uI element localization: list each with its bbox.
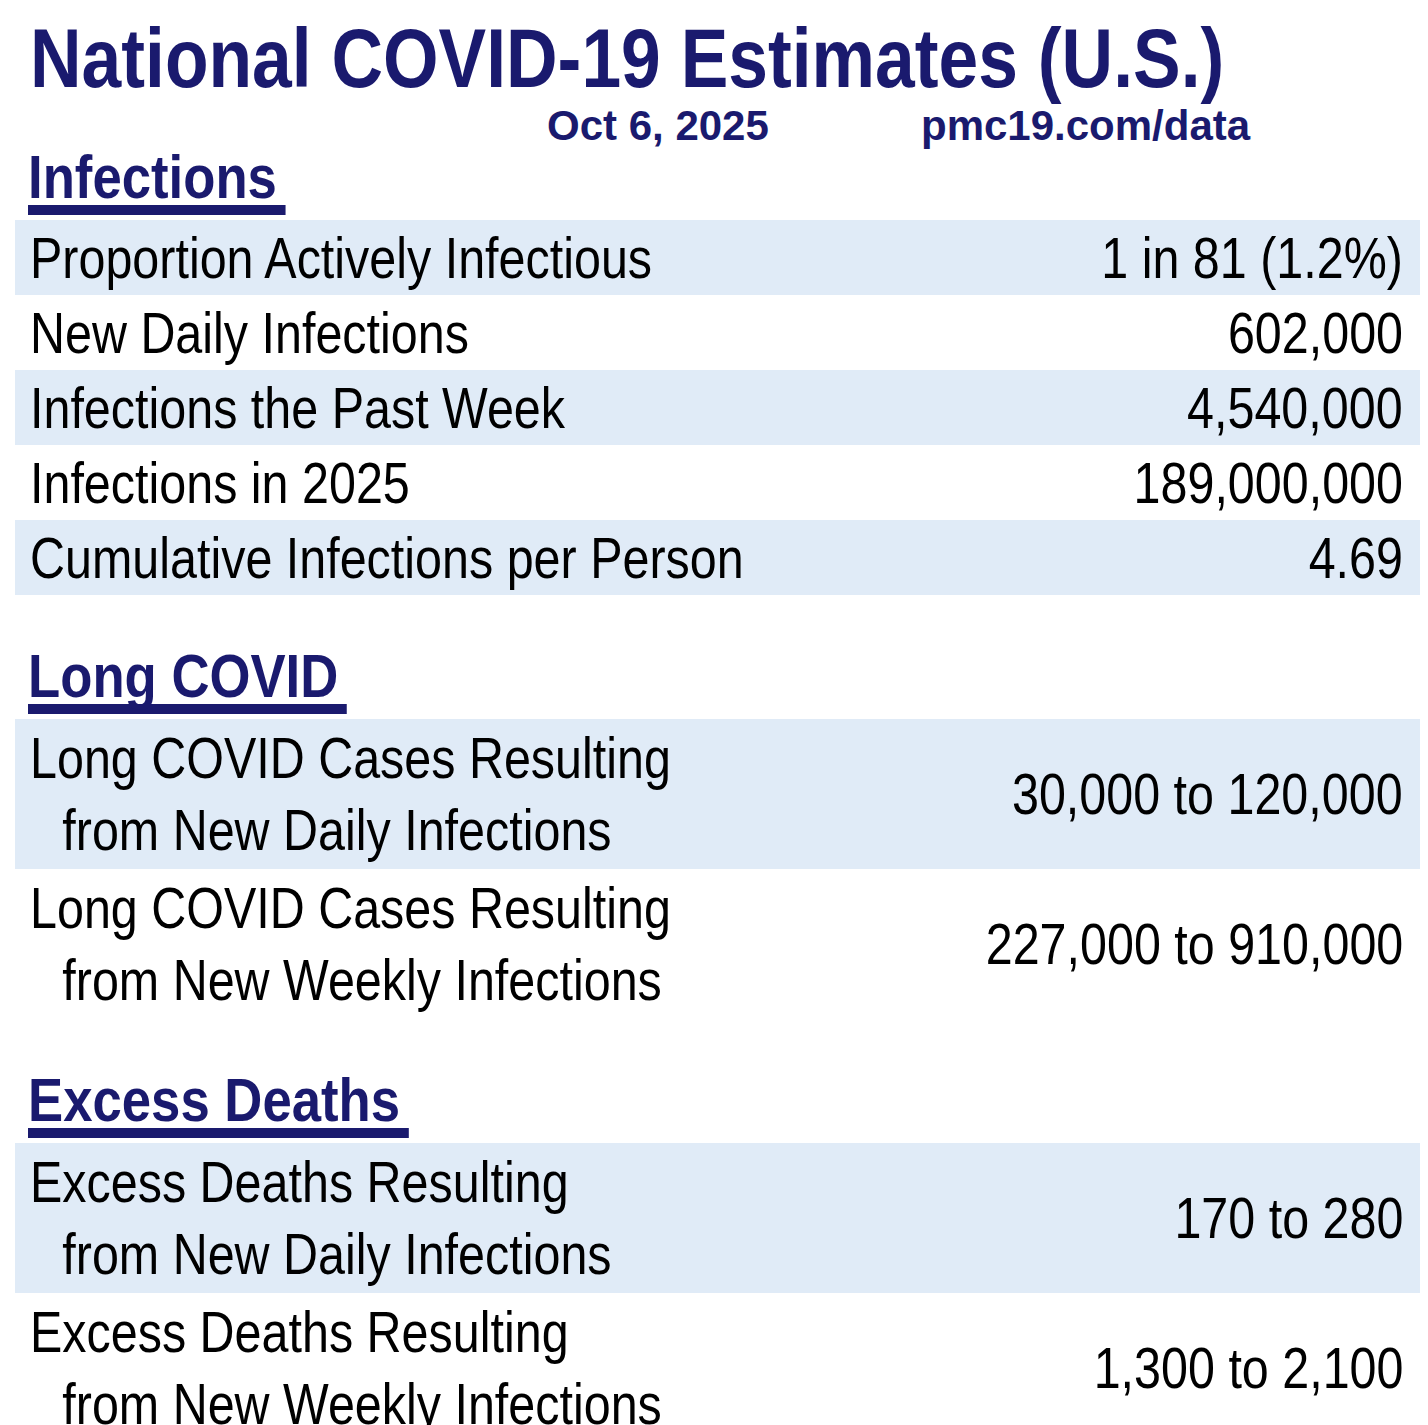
excess-deaths-table: Excess Deaths Resultingfrom New Daily In… xyxy=(15,1143,1420,1425)
report-date: Oct 6, 2025 xyxy=(547,102,769,150)
table-row: Excess Deaths Resultingfrom New Weekly I… xyxy=(15,1293,1420,1425)
row-label: Proportion Actively Infectious xyxy=(30,222,652,294)
table-row: Proportion Actively Infectious 1 in 81 (… xyxy=(15,220,1420,295)
row-value: 1 in 81 (1.2%) xyxy=(1101,222,1403,294)
section-heading-infections: Infections xyxy=(28,152,1428,216)
row-value: 4.69 xyxy=(1309,522,1403,594)
row-label: Infections in 2025 xyxy=(30,447,410,519)
row-value: 602,000 xyxy=(1228,297,1403,369)
row-label: Excess Deaths Resultingfrom New Weekly I… xyxy=(30,1296,662,1425)
row-label: Long COVID Cases Resultingfrom New Weekl… xyxy=(30,872,671,1016)
section-heading-excess-deaths: Excess Deaths xyxy=(28,1075,1428,1139)
table-row: Long COVID Cases Resultingfrom New Daily… xyxy=(15,719,1420,869)
table-row: Cumulative Infections per Person 4.69 xyxy=(15,520,1420,595)
row-label: Excess Deaths Resultingfrom New Daily In… xyxy=(30,1146,612,1290)
section-heading-long-covid: Long COVID xyxy=(28,651,1428,715)
table-row: Infections in 2025 189,000,000 xyxy=(15,445,1420,520)
row-value: 30,000 to 120,000 xyxy=(1012,758,1403,830)
table-row: Long COVID Cases Resultingfrom New Weekl… xyxy=(15,869,1420,1019)
row-label: Long COVID Cases Resultingfrom New Daily… xyxy=(30,722,671,866)
table-row: Infections the Past Week 4,540,000 xyxy=(15,370,1420,445)
row-value: 170 to 280 xyxy=(1174,1182,1403,1254)
source-link[interactable]: pmc19.com/data xyxy=(921,102,1250,150)
row-label: Cumulative Infections per Person xyxy=(30,522,744,594)
row-value: 1,300 to 2,100 xyxy=(1093,1332,1403,1404)
table-row: Excess Deaths Resultingfrom New Daily In… xyxy=(15,1143,1420,1293)
row-label: New Daily Infections xyxy=(30,297,469,369)
row-value: 227,000 to 910,000 xyxy=(985,908,1403,980)
page-title: National COVID-19 Estimates (U.S.) xyxy=(30,14,1428,102)
row-value: 4,540,000 xyxy=(1187,372,1403,444)
row-value: 189,000,000 xyxy=(1134,447,1403,519)
table-row: New Daily Infections 602,000 xyxy=(15,295,1420,370)
row-label: Infections the Past Week xyxy=(30,372,565,444)
long-covid-table: Long COVID Cases Resultingfrom New Daily… xyxy=(15,719,1420,1019)
covid-estimates-page: { "page": { "title": "National COVID-19 … xyxy=(0,0,1428,1425)
infections-table: Proportion Actively Infectious 1 in 81 (… xyxy=(15,220,1420,595)
